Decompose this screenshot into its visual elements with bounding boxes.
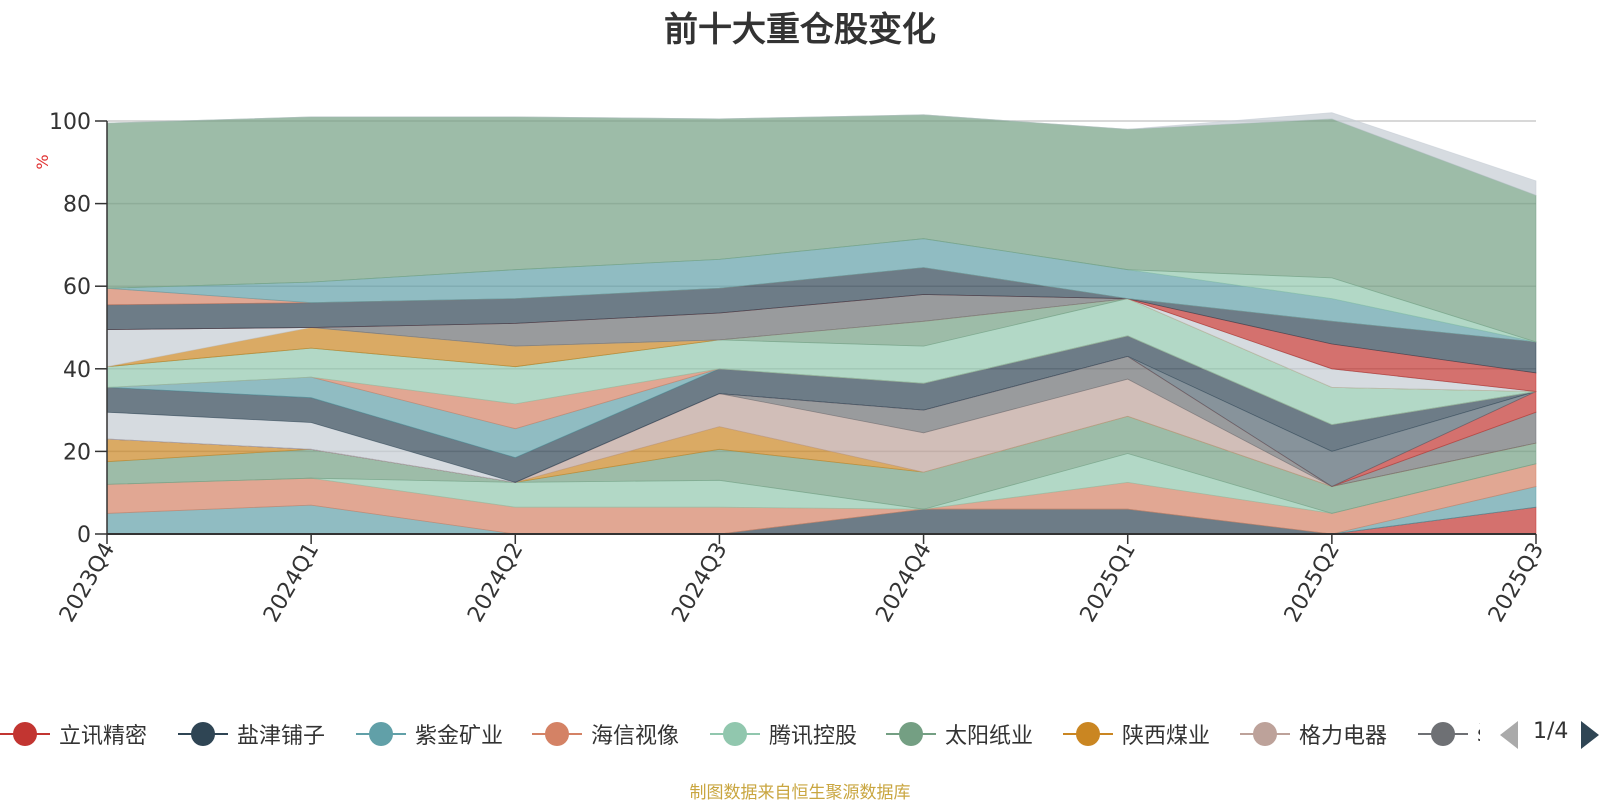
legend-prev-page-icon[interactable] xyxy=(1500,721,1518,749)
source-note: 制图数据来自恒生聚源数据库 xyxy=(689,783,911,803)
legend-label: 陕西煤业 xyxy=(1122,724,1211,749)
y-tick-label: 100 xyxy=(49,110,91,135)
x-tick-label: 2024Q4 xyxy=(871,539,936,627)
legend-item[interactable]: 太阳纸业 xyxy=(886,716,1033,752)
legend-item[interactable]: š xyxy=(1418,716,1480,752)
legend-next-page-icon[interactable] xyxy=(1581,721,1599,749)
x-tick-label: 2025Q3 xyxy=(1484,539,1549,627)
chart-title: 前十大重仓股变化 xyxy=(664,10,936,50)
x-tick-label: 2025Q1 xyxy=(1076,539,1141,627)
legend-marker-icon xyxy=(886,719,936,749)
legend-marker-icon xyxy=(0,719,50,749)
chart-plot: 0 20 40 60 80 100 2023Q4 2024Q1 2024Q2 2024Q3 2024… xyxy=(33,110,1549,627)
y-tick-label: 80 xyxy=(63,193,91,218)
legend-marker-icon xyxy=(532,719,582,749)
area-series-31 xyxy=(106,112,1537,196)
legend-marker-icon xyxy=(356,719,406,749)
legend-label: 紫金矿业 xyxy=(415,724,504,749)
legend-marker-icon xyxy=(710,719,760,749)
legend-marker-icon xyxy=(1418,719,1468,749)
x-tick-label: 2023Q4 xyxy=(55,539,120,627)
x-tick-label: 2025Q2 xyxy=(1280,539,1345,627)
legend: 立讯精密 盐津铺子 紫金矿业 海信视像 腾讯控股 太阳纸业 陕西煤业 格力电器 š xyxy=(0,716,1480,756)
y-tick-label: 0 xyxy=(77,523,91,548)
legend-marker-icon xyxy=(178,719,228,749)
y-tick-label: 20 xyxy=(63,440,91,465)
x-tick-label: 2024Q1 xyxy=(259,539,324,627)
y-tick-label: 40 xyxy=(63,358,91,383)
legend-item[interactable]: 格力电器 xyxy=(1240,716,1387,752)
legend-item[interactable]: 腾讯控股 xyxy=(710,716,857,752)
legend-marker-icon xyxy=(1240,719,1290,749)
legend-label: 腾讯控股 xyxy=(769,724,858,749)
y-tick-label: 60 xyxy=(63,275,91,300)
legend-label: 海信视像 xyxy=(591,724,680,749)
legend-item[interactable]: 紫金矿业 xyxy=(356,716,503,752)
legend-item[interactable]: 盐津铺子 xyxy=(178,716,325,752)
legend-label: 格力电器 xyxy=(1299,724,1388,749)
legend-page-indicator: 1/4 xyxy=(1533,719,1569,744)
legend-marker-icon xyxy=(1063,719,1113,749)
legend-label: 盐津铺子 xyxy=(237,724,326,749)
legend-item[interactable]: 陕西煤业 xyxy=(1063,716,1210,752)
legend-item[interactable]: 海信视像 xyxy=(532,716,679,752)
y-axis-unit: % xyxy=(33,154,52,169)
legend-label: 太阳纸业 xyxy=(945,724,1034,749)
legend-item[interactable]: 立讯精密 xyxy=(0,716,147,752)
legend-label: š xyxy=(1477,722,1480,747)
x-tick-label: 2024Q2 xyxy=(463,539,528,627)
legend-label: 立讯精密 xyxy=(59,724,148,749)
legend-pager: 1/4 xyxy=(1500,716,1600,752)
x-tick-label: 2024Q3 xyxy=(667,539,732,627)
